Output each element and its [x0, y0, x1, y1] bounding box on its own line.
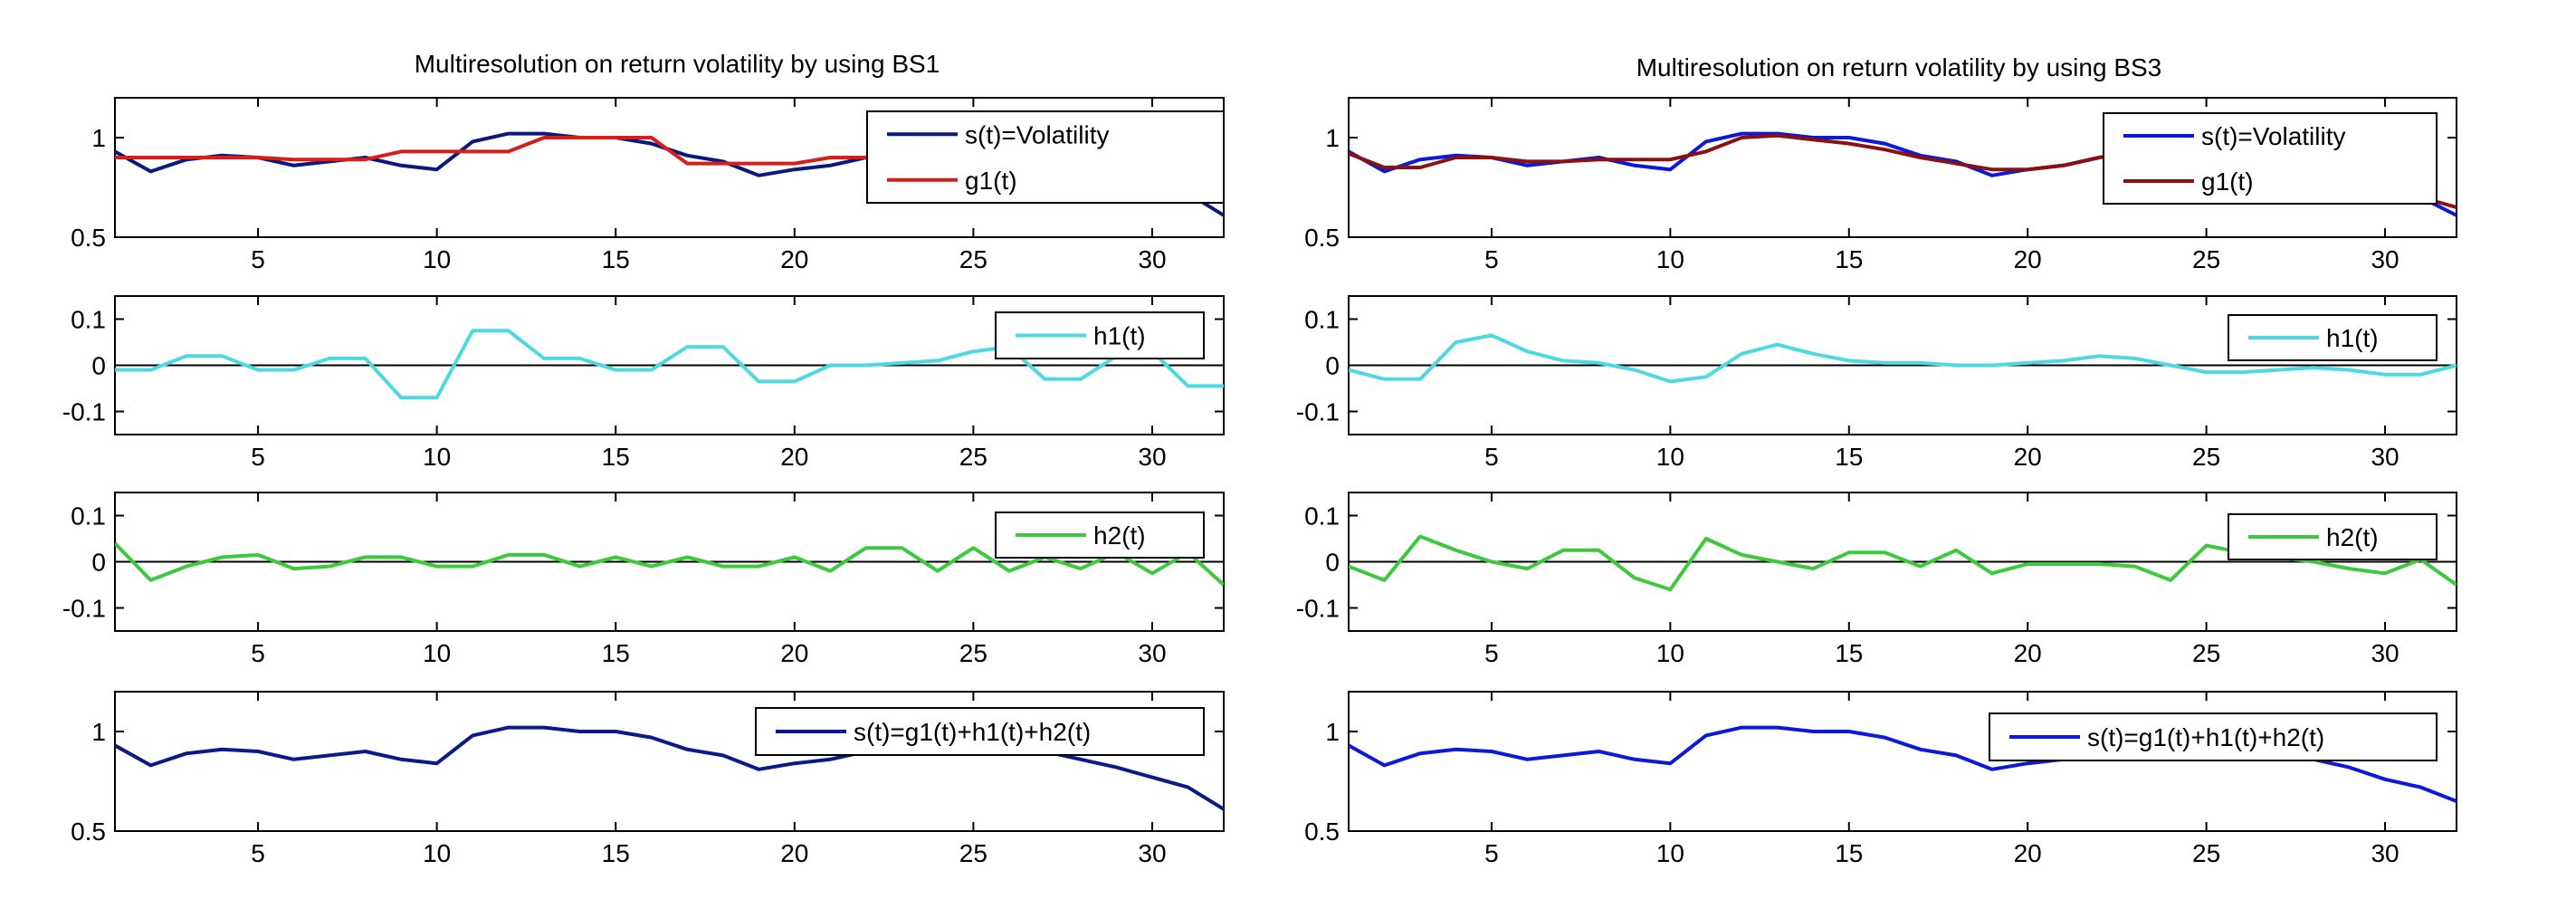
x-tick-label: 25 — [959, 245, 987, 273]
panel-6: 5 10 15 20 25 30 -0.1 0 0.1 h1(t) — [1296, 295, 2457, 471]
y-tick-label: -0.1 — [1296, 595, 1340, 623]
x-tick-label: 5 — [1484, 839, 1499, 867]
legend-label: s(t)=Volatility — [965, 120, 1110, 148]
y-tick-label: 0.1 — [71, 502, 106, 531]
legend-box — [2103, 112, 2438, 205]
series-line — [115, 329, 1224, 400]
x-tick-label: 5 — [251, 639, 265, 667]
panel-3: 5 10 15 20 25 30 -0.1 0 0.1 h2(t) — [62, 492, 1225, 667]
x-tick-label: 30 — [1138, 839, 1166, 867]
x-tick-label: 20 — [2014, 443, 2042, 471]
x-tick-label: 5 — [251, 839, 265, 867]
x-tick-label: 15 — [602, 245, 630, 273]
x-tick-label: 30 — [2371, 839, 2399, 867]
x-tick-label: 30 — [2371, 443, 2399, 471]
panel-8: 5 10 15 20 25 30 0.5 1 s(t)=g1(t)+h1(t)+h2(t) — [1304, 691, 2457, 867]
x-tick-label: 25 — [959, 639, 987, 667]
x-tick-label: 20 — [780, 839, 808, 867]
x-tick-label: 15 — [1835, 245, 1863, 273]
y-tick-label: 1 — [91, 718, 106, 746]
y-tick-label: 0.1 — [1304, 502, 1340, 531]
panel-7: 5 10 15 20 25 30 -0.1 0 0.1 h2(t) — [1296, 492, 2457, 667]
axes-frame — [1348, 691, 2457, 832]
y-tick-label: 0.1 — [71, 306, 106, 334]
x-tick-label: 5 — [251, 245, 265, 273]
x-tick-label: 20 — [2014, 839, 2042, 867]
x-tick-label: 30 — [1138, 245, 1166, 273]
figure-title-bs1: Multiresolution on return volatility by … — [415, 50, 940, 78]
x-tick-label: 5 — [1484, 639, 1499, 667]
y-tick-label: 0.5 — [71, 224, 106, 252]
x-tick-label: 20 — [780, 639, 808, 667]
x-tick-label: 20 — [2014, 639, 2042, 667]
legend-box — [866, 110, 1225, 204]
x-tick-label: 25 — [959, 839, 987, 867]
legend-label: s(t)=Volatility — [2201, 122, 2346, 150]
x-tick-label: 25 — [2192, 443, 2220, 471]
y-tick-label: 0.1 — [1304, 306, 1340, 334]
legend-label: s(t)=g1(t)+h1(t)+h2(t) — [2087, 723, 2324, 751]
x-tick-label: 15 — [602, 639, 630, 667]
y-tick-label: 0.5 — [1304, 818, 1340, 846]
panel-2: 5 10 15 20 25 30 -0.1 0 0.1 h1(t) — [62, 295, 1225, 471]
x-tick-label: 30 — [2371, 245, 2399, 273]
legend-label: h1(t) — [1093, 322, 1146, 350]
x-tick-label: 15 — [1835, 443, 1863, 471]
series-line — [115, 541, 1224, 587]
y-tick-label: 1 — [91, 124, 106, 152]
y-tick-label: 0 — [1325, 549, 1340, 577]
series-line — [1349, 333, 2457, 384]
x-tick-label: 15 — [1835, 639, 1863, 667]
x-tick-label: 25 — [959, 443, 987, 471]
x-tick-label: 15 — [602, 839, 630, 867]
x-tick-label: 5 — [1484, 245, 1499, 273]
x-tick-label: 5 — [1484, 443, 1499, 471]
x-tick-label: 10 — [1656, 839, 1684, 867]
x-tick-label: 20 — [780, 245, 808, 273]
x-tick-label: 20 — [780, 443, 808, 471]
x-tick-label: 10 — [423, 245, 451, 273]
x-tick-label: 10 — [423, 639, 451, 667]
y-tick-label: -0.1 — [62, 398, 106, 426]
x-tick-label: 10 — [1656, 245, 1684, 273]
y-tick-label: 0.5 — [71, 818, 106, 846]
x-tick-label: 10 — [1656, 639, 1684, 667]
x-tick-label: 25 — [2192, 839, 2220, 867]
x-tick-label: 30 — [1138, 639, 1166, 667]
x-tick-label: 10 — [423, 443, 451, 471]
y-tick-label: -0.1 — [1296, 398, 1340, 426]
x-tick-label: 10 — [1656, 443, 1684, 471]
y-tick-label: 0.5 — [1304, 224, 1340, 252]
x-tick-label: 25 — [2192, 639, 2220, 667]
legend-label: h2(t) — [2326, 523, 2379, 551]
y-tick-label: 0 — [91, 549, 106, 577]
y-tick-label: 1 — [1325, 124, 1340, 152]
legend-label: h2(t) — [1093, 521, 1146, 550]
y-tick-label: -0.1 — [62, 595, 106, 623]
legend-label: h1(t) — [2326, 324, 2379, 352]
panel-5: 5 10 15 20 25 30 0.5 1 s(t)=Volatility g1(t) — [1304, 97, 2457, 273]
x-tick-label: 25 — [2192, 245, 2220, 273]
x-tick-label: 30 — [1138, 443, 1166, 471]
x-tick-label: 30 — [2371, 639, 2399, 667]
y-tick-label: 0 — [1325, 352, 1340, 380]
panel-4: 5 10 15 20 25 30 0.5 1 s(t)=g1(t)+h1(t)+h2(t) — [71, 691, 1225, 867]
axes-frame — [1348, 97, 2457, 238]
x-tick-label: 15 — [1835, 839, 1863, 867]
x-tick-label: 10 — [423, 839, 451, 867]
legend-label: s(t)=g1(t)+h1(t)+h2(t) — [854, 718, 1091, 746]
x-tick-label: 20 — [2014, 245, 2042, 273]
axes-frame — [114, 691, 1225, 832]
panel-1: 5 10 15 20 25 30 0.5 1 s(t)=Volatility g1(t) — [71, 97, 1225, 273]
x-tick-label: 15 — [602, 443, 630, 471]
legend-label: g1(t) — [2201, 167, 2254, 196]
figure-title-bs3: Multiresolution on return volatility by … — [1636, 53, 2162, 81]
y-tick-label: 1 — [1325, 718, 1340, 746]
y-tick-label: 0 — [91, 352, 106, 380]
x-tick-label: 5 — [251, 443, 265, 471]
legend-label: g1(t) — [965, 167, 1017, 195]
